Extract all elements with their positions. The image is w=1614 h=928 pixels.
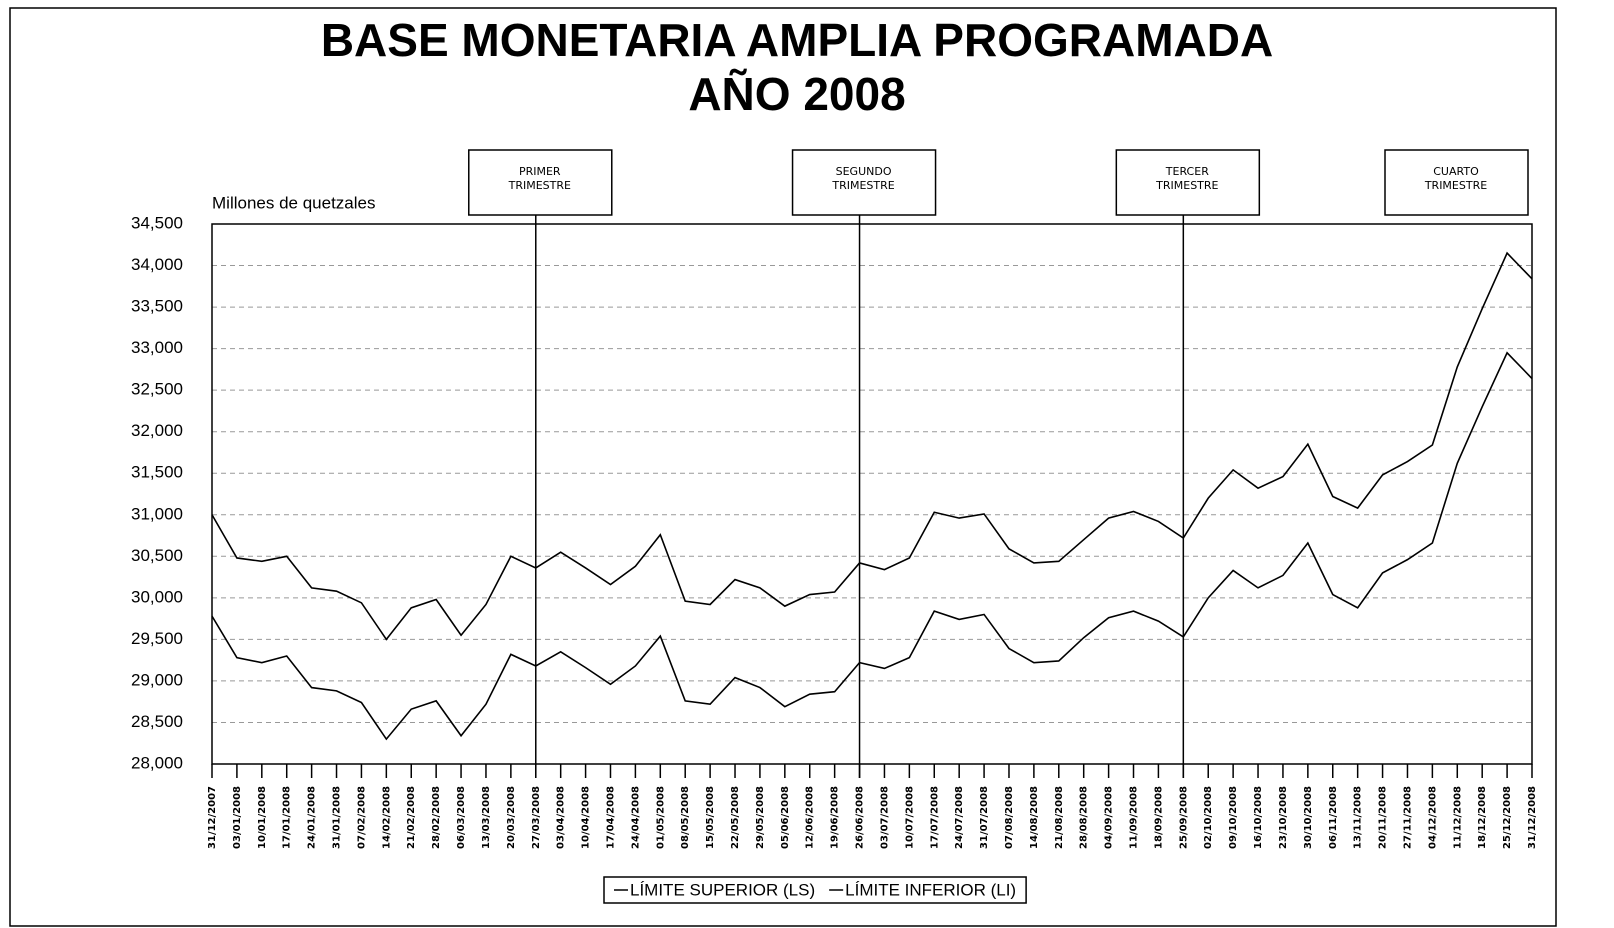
quarter-box [1115,149,1261,216]
y-axis-label: Millones de quetzales [212,193,375,212]
y-tick-label: 29,000 [131,670,183,689]
chart-subtitle: AÑO 2008 [688,68,905,120]
quarter-label: SEGUNDO [836,165,892,178]
x-tick-label: 13/03/2008 [481,786,492,849]
quarter-label: CUARTO [1433,165,1479,178]
x-tick-label: 12/06/2008 [805,786,816,849]
x-tick-label: 31/12/2007 [207,786,218,849]
x-tick-label: 17/04/2008 [605,786,616,849]
y-tick-label: 33,500 [131,297,183,316]
x-tick-label: 20/11/2008 [1378,786,1389,849]
x-tick-label: 29/05/2008 [755,786,766,849]
y-tick-label: 32,500 [131,380,183,399]
quarter-box [468,149,613,216]
quarter-label: TRIMESTRE [508,179,571,192]
x-tick-label: 04/09/2008 [1104,786,1115,849]
x-tick-label: 13/11/2008 [1353,786,1364,849]
legend-box [603,876,1027,904]
x-tick-label: 15/05/2008 [705,786,716,849]
x-tick-label: 20/03/2008 [506,786,517,849]
quarter-label: TRIMESTRE [1424,179,1487,192]
frame [9,7,1557,927]
x-tick-label: 02/10/2008 [1203,786,1214,849]
y-tick-label: 28,000 [131,753,183,772]
x-tick-label: 18/12/2008 [1477,786,1488,849]
y-tick-label: 33,000 [131,338,183,357]
x-tick-label: 10/04/2008 [581,786,592,849]
x-tick-label: 24/07/2008 [954,786,965,849]
quarter-box [1384,149,1529,216]
x-tick-label: 22/05/2008 [730,786,741,849]
x-tick-label: 07/08/2008 [1004,786,1015,849]
quarter-label: PRIMER [519,165,561,178]
y-tick-label: 34,000 [131,255,183,274]
x-tick-label: 31/01/2008 [332,786,343,849]
x-tick-label: 17/07/2008 [929,786,940,849]
x-tick-label: 24/01/2008 [307,786,318,849]
y-tick-label: 34,500 [131,213,183,232]
x-tick-label: 08/05/2008 [680,786,691,849]
x-tick-label: 17/01/2008 [282,786,293,849]
x-tick-label: 27/11/2008 [1402,786,1413,849]
quarter-label: TRIMESTRE [831,179,894,192]
x-tick-label: 01/05/2008 [655,786,666,849]
x-tick-label: 09/10/2008 [1228,786,1239,849]
x-tick-label: 11/09/2008 [1129,786,1140,849]
line-series [211,251,1533,641]
plot-border [211,223,1533,765]
y-tick-label: 31,000 [131,504,183,523]
x-tick-label: 21/02/2008 [406,786,417,849]
x-tick-label: 03/01/2008 [232,786,243,849]
x-tick-label: 05/06/2008 [780,786,791,849]
chart-title: BASE MONETARIA AMPLIA PROGRAMADA [321,14,1273,66]
x-tick-label: 25/09/2008 [1178,786,1189,849]
x-tick-label: 21/08/2008 [1054,786,1065,849]
quarter-box [791,149,937,216]
y-tick-label: 30,500 [131,546,183,565]
x-tick-label: 30/10/2008 [1303,786,1314,849]
x-tick-label: 28/08/2008 [1079,786,1090,849]
y-tick-label: 28,500 [131,712,183,731]
x-tick-label: 24/04/2008 [630,786,641,849]
x-tick-label: 06/03/2008 [456,786,467,849]
x-tick-label: 23/10/2008 [1278,786,1289,849]
y-tick-label: 30,000 [131,587,183,606]
x-tick-label: 27/03/2008 [531,786,542,849]
x-tick-label: 10/01/2008 [257,786,268,849]
x-tick-label: 03/07/2008 [879,786,890,849]
x-tick-label: 03/04/2008 [556,786,567,849]
x-tick-label: 16/10/2008 [1253,786,1264,849]
x-tick-label: 26/06/2008 [855,786,866,849]
legend: LÍMITE SUPERIOR (LS) LÍMITE INFERIOR (LI) [603,876,1027,904]
x-tick-label: 06/11/2008 [1328,786,1339,849]
legend-label: LÍMITE SUPERIOR (LS) [630,880,815,899]
y-tick-label: 31,500 [131,463,183,482]
x-tick-label: 14/08/2008 [1029,786,1040,849]
x-tick-label: 14/02/2008 [381,786,392,849]
x-tick-label: 19/06/2008 [830,786,841,849]
line-series [211,351,1533,741]
x-tick-label: 31/07/2008 [979,786,990,849]
x-tick-label: 25/12/2008 [1502,786,1513,849]
x-tick-label: 07/02/2008 [356,786,367,849]
y-tick-label: 29,500 [131,629,183,648]
y-tick-label: 32,000 [131,421,183,440]
x-tick-label: 18/09/2008 [1153,786,1164,849]
legend-label: LÍMITE INFERIOR (LI) [845,880,1016,899]
x-tick-label: 10/07/2008 [904,786,915,849]
x-tick-label: 04/12/2008 [1427,786,1438,849]
x-tick-label: 11/12/2008 [1452,786,1463,849]
x-tick-label: 28/02/2008 [431,786,442,849]
quarter-label: TRIMESTRE [1155,179,1218,192]
x-tick-label: 31/12/2008 [1527,786,1538,849]
quarter-label: TERCER [1165,165,1209,178]
